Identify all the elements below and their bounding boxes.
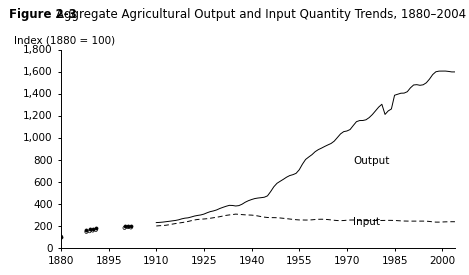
Point xyxy=(57,234,65,239)
Point xyxy=(121,226,128,230)
Point xyxy=(89,228,97,233)
Point xyxy=(92,228,100,232)
Text: Output: Output xyxy=(353,156,390,166)
Point xyxy=(83,230,90,234)
Text: Aggregate Agricultural Output and Input Quantity Trends, 1880–2004: Aggregate Agricultural Output and Input … xyxy=(56,8,466,21)
Text: Input: Input xyxy=(353,218,380,227)
Point xyxy=(83,227,90,232)
Point xyxy=(92,226,100,230)
Text: Index (1880 = 100): Index (1880 = 100) xyxy=(14,35,115,46)
Point xyxy=(124,223,131,228)
Point xyxy=(124,225,131,229)
Point xyxy=(86,227,93,231)
Point xyxy=(89,226,97,231)
Point xyxy=(121,224,128,229)
Point xyxy=(86,229,93,233)
Point xyxy=(127,224,135,228)
Text: Figure 2-3: Figure 2-3 xyxy=(9,8,77,21)
Point xyxy=(57,234,65,239)
Point xyxy=(127,225,135,230)
